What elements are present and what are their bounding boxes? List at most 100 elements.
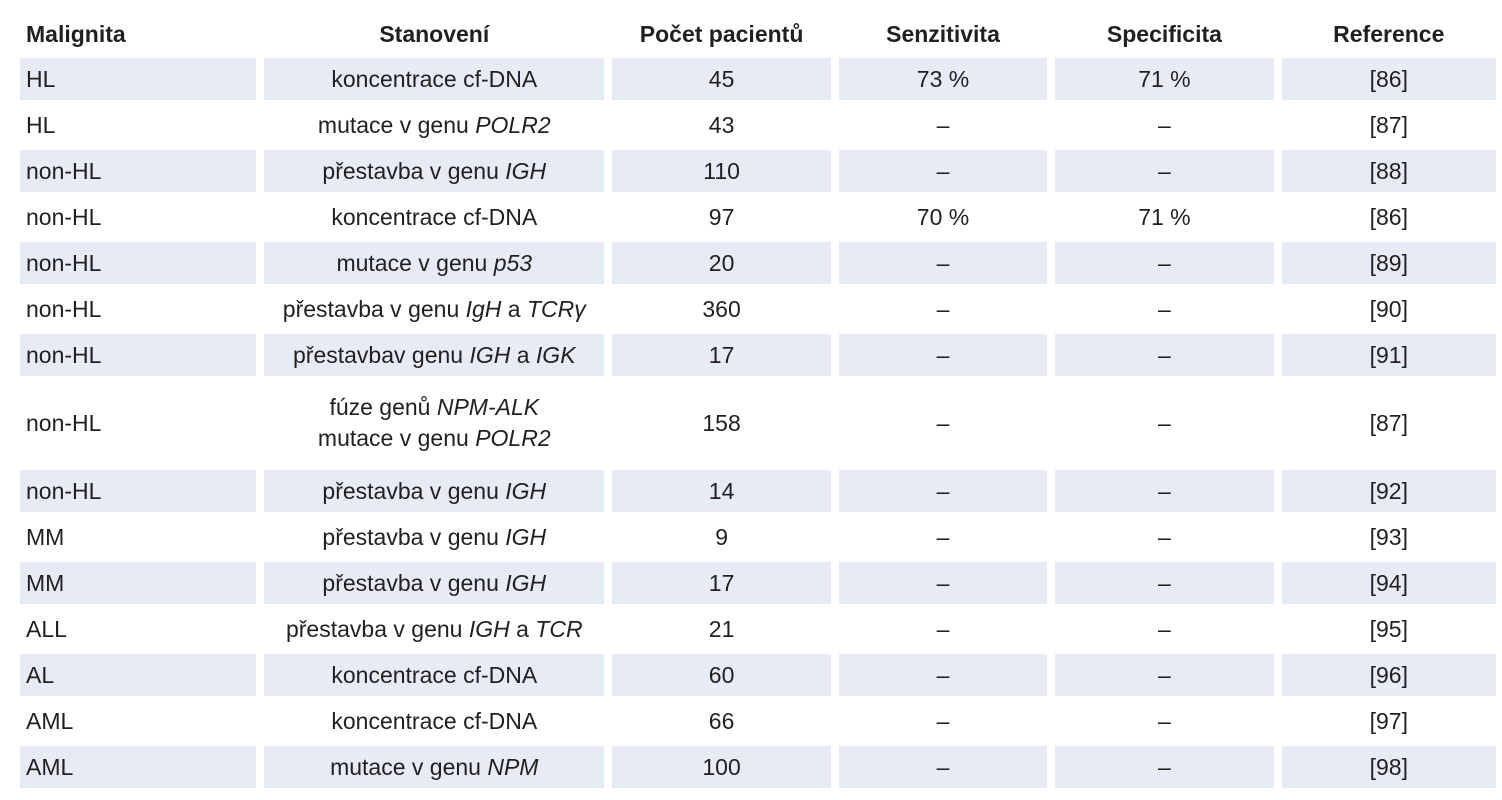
cell-stanoveni: fúze genů NPM-ALK mutace v genu POLR2	[264, 380, 604, 466]
gene-name: NPM	[487, 753, 539, 780]
stanoveni-line: mutace v genu NPM	[330, 752, 538, 783]
cell-malignita: non-HL	[26, 295, 102, 322]
table-row: MM přestavba v genu IGH 9 – – [93]	[20, 516, 1496, 558]
cell-malignita: non-HL	[20, 470, 257, 512]
stanoveni-line: koncentrace cf-DNA	[331, 660, 537, 691]
table-row: non-HL přestavba v genu IgH a TCRγ 360 – – [9…	[20, 288, 1496, 330]
cell-senzitivita: –	[838, 654, 1048, 696]
stanoveni-text: koncentrace cf-DNA	[331, 707, 538, 734]
stanoveni-line: fúze genů NPM-ALK	[329, 392, 539, 423]
stanoveni-line: přestavba v genu IGH	[322, 568, 546, 599]
cell-specificita: –	[1055, 334, 1274, 376]
header-pocet-pacientu: Počet pacientů	[639, 20, 804, 47]
stanoveni-text: mutace v genu	[317, 111, 476, 138]
stanoveni-line: koncentrace cf-DNA	[331, 64, 537, 95]
cell-stanoveni: přestavba v genu IGH	[264, 562, 605, 604]
cell-senzitivita: 73 %	[838, 58, 1048, 100]
cell-senzitivita: –	[838, 242, 1048, 284]
cell-malignita: MM	[20, 562, 257, 604]
stanoveni-text: mutace v genu	[336, 249, 494, 276]
cell-stanoveni: mutace v genu p53	[264, 242, 605, 284]
cell-pocet-pacientu: 21	[708, 615, 735, 642]
gene-name: IGH	[505, 569, 547, 596]
header-malignita: Malignita	[26, 20, 126, 47]
header-stanoveni: Stanovení	[379, 20, 490, 47]
cell-senzitivita: –	[936, 111, 950, 138]
table-row: ALL přestavba v genu IGH a TCR 21 – – [95]	[20, 608, 1496, 650]
cell-malignita: AL	[20, 654, 257, 696]
gene-name: NPM-ALK	[436, 394, 540, 420]
stanoveni-line: přestavba v genu IGH	[322, 476, 546, 507]
cell-reference: [86]	[1369, 203, 1408, 230]
table-row: non-HL fúze genů NPM-ALK mutace v genu POL…	[20, 380, 1496, 466]
cell-stanoveni: přestavba v genu IGH	[264, 150, 605, 192]
cell-stanoveni: přestavba v genu IGH	[264, 470, 605, 512]
table-row: non-HL přestavba v genu IGH 14– – [92]	[20, 470, 1496, 512]
cell-specificita: –	[1158, 295, 1171, 322]
cell-specificita: –	[1055, 654, 1274, 696]
gene-name: IGK	[535, 341, 576, 368]
table-row: non-HL přestavbav genu IGH a IGK 17– – [91]	[20, 334, 1496, 376]
stanoveni-line: přestavba v genu IGH	[322, 522, 546, 553]
cell-reference: [89]	[1281, 242, 1496, 284]
table-row: AL koncentrace cf-DNA 60– – [96]	[20, 654, 1496, 696]
table-header-row: Malignita Stanovení Počet pacientů Senzi…	[20, 14, 1496, 54]
cell-stanoveni: koncentrace cf-DNA	[264, 58, 605, 100]
stanoveni-line: koncentrace cf-DNA	[331, 202, 537, 233]
stanoveni-text: přestavba v genu	[322, 157, 506, 184]
header-senzitivita: Senzitivita	[886, 20, 1000, 47]
gene-name: POLR2	[475, 425, 551, 451]
table-body: HL koncentrace cf-DNA 45 73 % 71 % [86] HL muta…	[20, 58, 1496, 788]
gene-name: IGH	[468, 615, 510, 642]
cell-reference: [93]	[1369, 523, 1408, 550]
cell-reference: [87]	[1369, 111, 1408, 138]
table-row: non-HL přestavba v genu IGH 110– – [88]	[20, 150, 1496, 192]
cell-malignita: HL	[26, 111, 56, 138]
cell-specificita: 71 %	[1055, 58, 1274, 100]
cell-malignita: non-HL	[20, 242, 257, 284]
cell-specificita: –	[1055, 746, 1274, 788]
header-reference: Reference	[1333, 20, 1445, 47]
table-row: HL koncentrace cf-DNA 45 73 % 71 % [86]	[20, 58, 1496, 100]
table-row: AML mutace v genu NPM 100– – [98]	[20, 746, 1496, 788]
stanoveni-text: koncentrace cf-DNA	[331, 65, 538, 92]
cell-senzitivita: –	[936, 295, 950, 322]
header-specificita: Specificita	[1106, 20, 1222, 47]
cell-stanoveni: koncentrace cf-DNA	[264, 654, 605, 696]
cell-reference: [95]	[1369, 615, 1408, 642]
cell-pocet-pacientu: 110	[612, 150, 831, 192]
cell-specificita: –	[1055, 150, 1274, 192]
cell-stanoveni: přestavba v genu IgH a TCRγ	[264, 288, 604, 330]
cell-stanoveni: mutace v genu NPM	[264, 746, 605, 788]
cell-senzitivita: –	[936, 523, 950, 550]
cell-stanoveni: mutace v genu POLR2	[264, 104, 604, 146]
cell-senzitivita: –	[936, 707, 950, 734]
stanoveni-line: přestavba v genu IgH a TCRγ	[283, 294, 586, 325]
stanoveni-text: a	[510, 341, 536, 368]
gene-name: POLR2	[475, 111, 551, 138]
cell-pocet-pacientu: 20	[612, 242, 831, 284]
cell-senzitivita: 70 %	[916, 203, 970, 230]
cell-pocet-pacientu: 17	[612, 562, 831, 604]
cell-pocet-pacientu: 97	[708, 203, 735, 230]
cell-reference: [86]	[1281, 58, 1496, 100]
table-row: HL mutace v genu POLR2 43 – – [87]	[20, 104, 1496, 146]
cell-senzitivita: –	[838, 746, 1048, 788]
cell-pocet-pacientu: 45	[612, 58, 831, 100]
stanoveni-text: a	[501, 295, 527, 322]
cell-specificita: –	[1158, 615, 1171, 642]
cell-malignita: non-HL	[26, 409, 102, 436]
cell-pocet-pacientu: 360	[702, 295, 741, 322]
cell-pocet-pacientu: 43	[708, 111, 735, 138]
cell-senzitivita: –	[838, 334, 1048, 376]
cell-pocet-pacientu: 17	[612, 334, 831, 376]
cell-specificita: –	[1158, 523, 1171, 550]
cell-reference: [87]	[1369, 409, 1408, 436]
data-table: Malignita Stanovení Počet pacientů Senzi…	[20, 14, 1496, 792]
stanoveni-text: koncentrace cf-DNA	[331, 203, 538, 230]
cell-malignita: ALL	[26, 615, 67, 642]
cell-malignita: non-HL	[20, 150, 257, 192]
cell-reference: [97]	[1369, 707, 1408, 734]
cell-reference: [88]	[1281, 150, 1496, 192]
cell-malignita: AML	[20, 746, 257, 788]
